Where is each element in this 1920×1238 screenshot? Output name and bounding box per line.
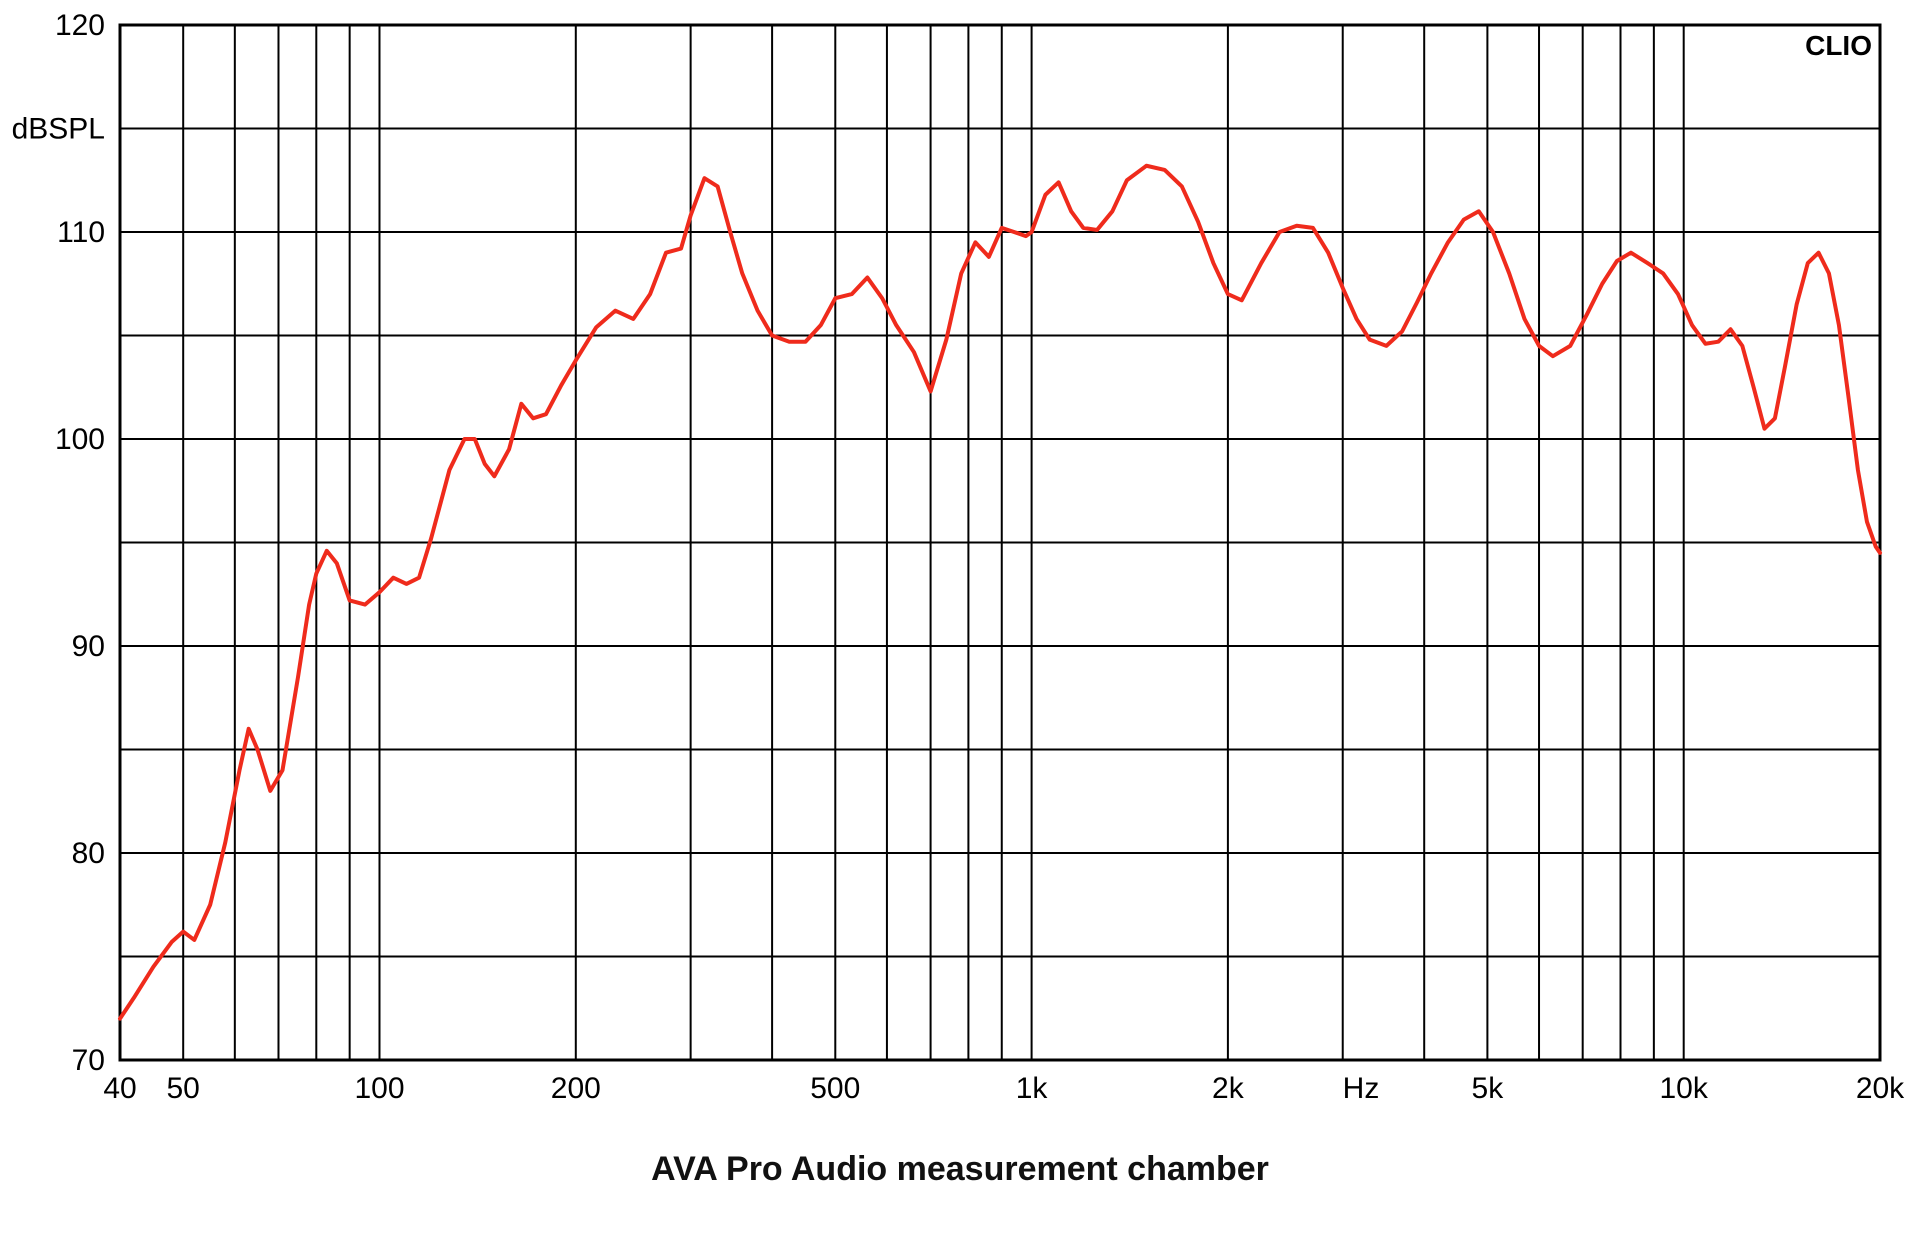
y-tick-label: 70 <box>72 1044 105 1077</box>
x-tick-label: 200 <box>551 1072 601 1105</box>
y-axis-unit-label: dBSPL <box>12 113 105 146</box>
x-tick-label: 40 <box>103 1072 136 1105</box>
x-tick-label: 2k <box>1212 1072 1245 1105</box>
x-tick-label: 50 <box>167 1072 200 1105</box>
y-tick-label: 90 <box>72 630 105 663</box>
y-tick-label: 120 <box>55 9 105 42</box>
x-tick-label: 20k <box>1856 1072 1905 1105</box>
x-tick-label: 1k <box>1016 1072 1049 1105</box>
frequency-response-chart: 70 80 90 100 110 120 dBSPL 40 50 100 200 500 1k 2k 5k 1… <box>0 0 1920 1238</box>
y-tick-label: 100 <box>55 423 105 456</box>
y-tick-label: 110 <box>57 216 105 249</box>
x-tick-label: 100 <box>354 1072 404 1105</box>
watermark-label: CLIO <box>1805 30 1872 61</box>
x-axis-unit-label: Hz <box>1343 1072 1380 1105</box>
x-tick-label: 500 <box>810 1072 860 1105</box>
chart-caption: AVA Pro Audio measurement chamber <box>0 1150 1920 1189</box>
x-tick-label: 5k <box>1472 1072 1505 1105</box>
y-tick-label: 80 <box>72 837 105 870</box>
x-tick-label: 10k <box>1660 1072 1709 1105</box>
chart-svg: 70 80 90 100 110 120 dBSPL 40 50 100 200 500 1k 2k 5k 1… <box>0 0 1920 1238</box>
